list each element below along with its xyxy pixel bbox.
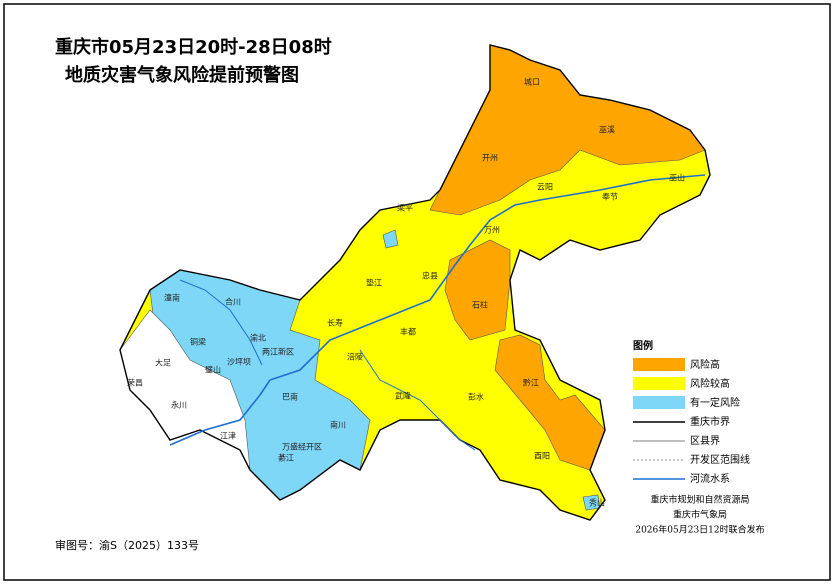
district-label: 万州 xyxy=(484,226,500,235)
legend-label: 区县界 xyxy=(690,435,720,447)
district-label: 秀山 xyxy=(589,498,605,508)
legend-label: 重庆市界 xyxy=(690,415,730,428)
district-label: 奉节 xyxy=(602,192,618,202)
district-label: 大足 xyxy=(155,358,171,368)
district-label: 武隆 xyxy=(395,391,411,401)
district-label: 沙坪坝 xyxy=(227,358,251,367)
district-label: 城口 xyxy=(524,78,540,87)
rivers xyxy=(169,174,706,451)
legend-label: 有一定风险 xyxy=(690,396,740,409)
approval-number: 审图号：渝S（2025）133号 xyxy=(55,538,199,552)
legend-title: 图例 xyxy=(633,339,653,352)
district-label: 铜梁 xyxy=(190,337,206,347)
district-label: 万盛经开区 xyxy=(282,442,322,452)
legend-swatch xyxy=(633,377,685,390)
district-label: 两江新区 xyxy=(262,347,294,357)
district-label: 江津 xyxy=(220,431,236,441)
district-label: 长寿 xyxy=(327,318,343,328)
district-label: 綦江 xyxy=(278,453,294,463)
district-label: 巴南 xyxy=(282,392,298,402)
district-label: 涪陵 xyxy=(347,352,363,362)
district-label: 永川 xyxy=(171,400,187,410)
district-label: 彭水 xyxy=(468,392,484,402)
legend-swatch xyxy=(633,396,685,409)
district-label: 垫江 xyxy=(366,278,382,288)
legend-label: 风险高 xyxy=(690,358,720,371)
legend: 图例 风险高 风险较高 有一定风险 重庆市界 区县界 开发区范围线 河流水系 xyxy=(633,339,750,485)
credit: 2026年05月23日12时联合发布 xyxy=(635,524,764,536)
legend-label: 开发区范围线 xyxy=(690,453,750,466)
district-label: 黔江 xyxy=(523,378,539,388)
district-label: 巫山 xyxy=(669,173,685,183)
district-label: 潼南 xyxy=(164,293,180,303)
district-label: 渝北 xyxy=(250,333,266,343)
river xyxy=(169,174,706,446)
river xyxy=(359,349,476,451)
region-blue xyxy=(582,494,601,511)
region-orange xyxy=(444,239,511,341)
district-label: 云阳 xyxy=(537,183,553,192)
title-line: 重庆市05月23日20时-28日08时 xyxy=(55,36,332,58)
district-label: 巫溪 xyxy=(599,125,615,135)
legend-label: 河流水系 xyxy=(690,472,730,485)
district-label: 开州 xyxy=(482,154,498,163)
district-label: 石柱 xyxy=(472,300,488,310)
district-label: 丰都 xyxy=(400,327,416,337)
legend-swatch xyxy=(633,358,685,371)
river xyxy=(179,279,263,366)
city-boundary xyxy=(119,44,711,521)
district-label: 荣昌 xyxy=(127,378,143,388)
credit: 重庆市规划和自然资源局 xyxy=(650,494,749,506)
district-label: 梁平 xyxy=(397,204,413,213)
district-label: 合川 xyxy=(225,297,241,307)
district-label: 酉阳 xyxy=(534,452,550,461)
title-line: 地质灾害气象风险提前预警图 xyxy=(65,64,299,86)
district-label: 南川 xyxy=(330,420,346,430)
legend-label: 风险较高 xyxy=(690,377,730,390)
district-label: 璧山 xyxy=(205,365,221,375)
district-label: 忠县 xyxy=(422,272,438,281)
credit: 重庆市气象局 xyxy=(673,509,727,521)
map-regions xyxy=(119,44,711,521)
region-blue xyxy=(382,229,399,249)
